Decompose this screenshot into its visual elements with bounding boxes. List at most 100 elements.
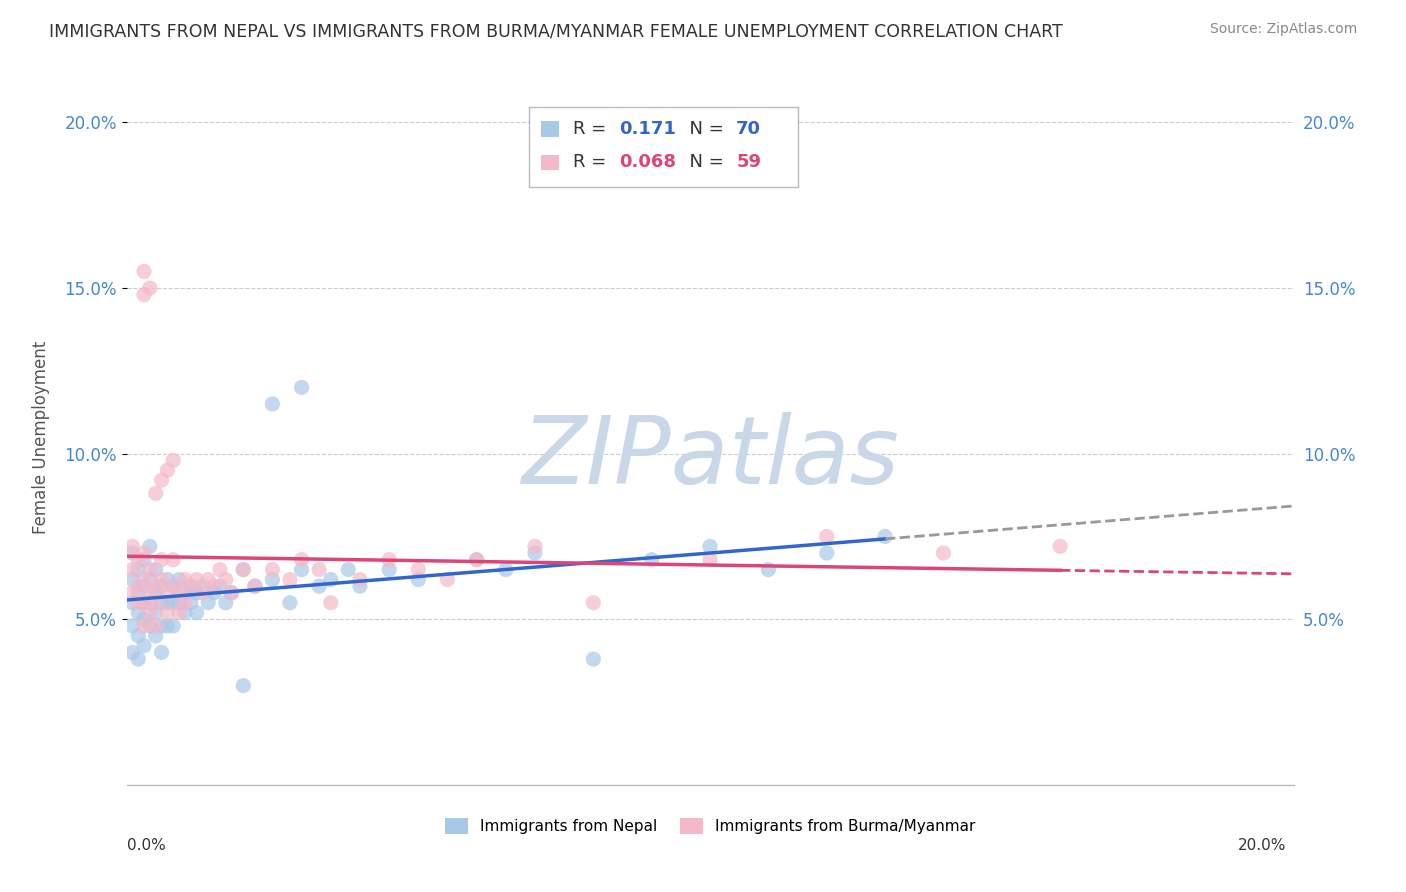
Y-axis label: Female Unemployment: Female Unemployment (32, 341, 51, 533)
Point (232, 563, 254, 577)
Point (262, 397, 284, 411)
Point (582, 596, 605, 610)
Point (150, 573, 173, 587)
Point (127, 629, 149, 643)
Point (139, 573, 162, 587)
Point (132, 546, 155, 560)
Point (127, 652, 149, 666)
Point (150, 645, 173, 659)
Point (202, 579, 225, 593)
Point (232, 679, 254, 693)
Point (202, 586, 225, 600)
Point (150, 619, 173, 633)
Point (243, 579, 266, 593)
Point (150, 596, 173, 610)
Point (162, 596, 184, 610)
Point (162, 453, 184, 467)
Point (145, 486, 167, 500)
Point (156, 619, 179, 633)
Point (174, 606, 197, 620)
Point (191, 586, 214, 600)
FancyBboxPatch shape (529, 106, 797, 186)
Text: Source: ZipAtlas.com: Source: ZipAtlas.com (1209, 22, 1357, 37)
Point (524, 540, 547, 554)
Point (139, 606, 162, 620)
Point (127, 563, 149, 577)
Text: IMMIGRANTS FROM NEPAL VS IMMIGRANTS FROM BURMA/MYANMAR FEMALE UNEMPLOYMENT CORRE: IMMIGRANTS FROM NEPAL VS IMMIGRANTS FROM… (49, 22, 1063, 40)
Point (121, 573, 143, 587)
Point (699, 540, 721, 554)
Point (262, 563, 284, 577)
Point (132, 264, 155, 278)
Point (815, 529, 838, 543)
Point (378, 563, 401, 577)
Text: R =: R = (572, 120, 612, 138)
Point (127, 606, 149, 620)
Point (156, 573, 179, 587)
Point (121, 540, 143, 554)
Point (524, 546, 547, 560)
FancyBboxPatch shape (541, 154, 558, 169)
Point (121, 563, 143, 577)
Point (127, 579, 149, 593)
Point (145, 606, 167, 620)
Point (1049, 540, 1071, 554)
Point (408, 563, 430, 577)
Point (132, 596, 155, 610)
Point (290, 380, 312, 394)
Point (221, 586, 243, 600)
Point (197, 596, 219, 610)
Point (408, 573, 430, 587)
Point (208, 579, 231, 593)
Point (174, 586, 197, 600)
Point (121, 596, 143, 610)
Text: 0.0%: 0.0% (127, 838, 166, 854)
Point (145, 563, 167, 577)
Point (145, 619, 167, 633)
Point (145, 596, 167, 610)
Point (156, 586, 179, 600)
Point (180, 579, 202, 593)
Point (186, 586, 208, 600)
Text: 70: 70 (737, 120, 761, 138)
Point (640, 552, 664, 566)
Point (139, 540, 162, 554)
Point (290, 552, 312, 566)
Text: ZIPatlas: ZIPatlas (522, 412, 898, 503)
Point (127, 586, 149, 600)
Point (150, 473, 173, 487)
Text: 20.0%: 20.0% (1239, 838, 1286, 854)
Point (875, 529, 897, 543)
Point (221, 586, 243, 600)
Point (582, 652, 605, 666)
Point (162, 552, 184, 566)
Point (465, 552, 488, 566)
Point (132, 619, 155, 633)
Point (167, 573, 190, 587)
Text: R =: R = (572, 153, 612, 171)
Point (174, 573, 197, 587)
Point (319, 573, 342, 587)
Point (186, 573, 208, 587)
Point (243, 579, 266, 593)
Point (349, 579, 371, 593)
Point (197, 573, 219, 587)
Point (278, 596, 301, 610)
Point (349, 573, 371, 587)
Point (208, 563, 231, 577)
Point (121, 619, 143, 633)
Point (132, 596, 155, 610)
Point (308, 579, 330, 593)
Point (262, 573, 284, 587)
Point (121, 546, 143, 560)
Point (215, 596, 238, 610)
Point (145, 579, 167, 593)
Point (139, 596, 162, 610)
Point (145, 586, 167, 600)
Point (308, 563, 330, 577)
Text: 0.068: 0.068 (620, 153, 676, 171)
Point (815, 546, 838, 560)
Point (232, 563, 254, 577)
Point (319, 596, 342, 610)
Point (127, 596, 149, 610)
